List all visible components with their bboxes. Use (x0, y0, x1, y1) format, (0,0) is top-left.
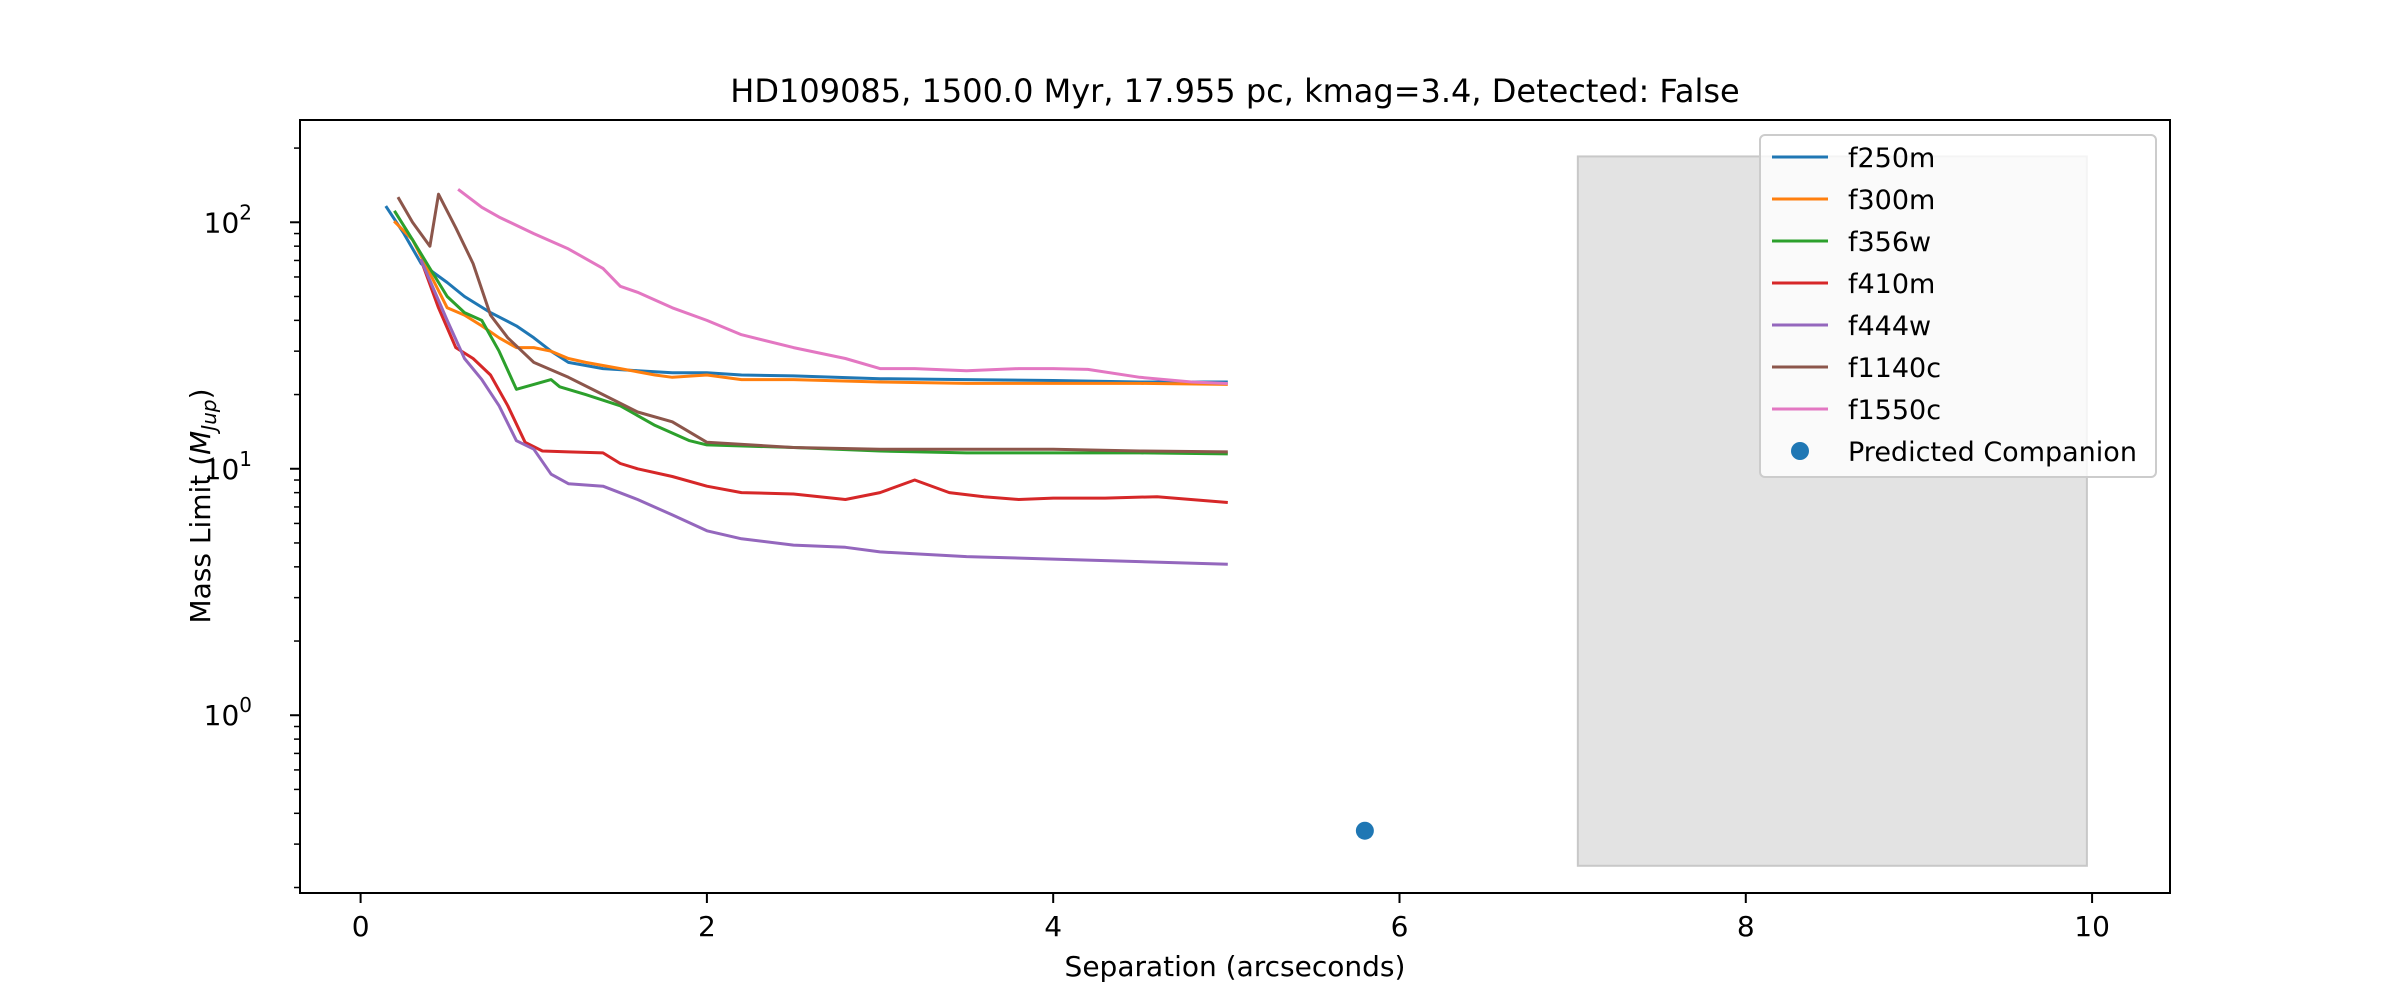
x-tick-label: 10 (2074, 910, 2110, 943)
legend-label-f1550c: f1550c (1848, 395, 1941, 426)
legend-box (1759, 134, 2157, 478)
legend-label-f250m: f250m (1848, 143, 1935, 174)
scatter-layer (1355, 821, 1374, 840)
series-line-f250m (384, 205, 1228, 384)
series-line-f1140c (396, 192, 1228, 454)
y-axis-label-symbol: M (184, 431, 217, 455)
predicted-companion-point (1355, 821, 1374, 840)
x-tick-label: 0 (352, 910, 370, 943)
x-tick-label: 8 (1737, 910, 1755, 943)
y-tick-exponent: 0 (239, 693, 252, 717)
x-axis-label: Separation (arcseconds) (1065, 950, 1406, 983)
legend-label-predicted-companion: Predicted Companion (1848, 437, 2137, 468)
legend-label-f300m: f300m (1848, 185, 1935, 216)
x-ticks: 0 2 4 6 8 10 (352, 893, 2110, 943)
legend: f250m f300m f356w f410m f444w f1140c f1550c Pre… (1759, 134, 2157, 478)
y-axis-label-subscript: Jup (197, 399, 221, 434)
series-line-f444w (419, 258, 1228, 566)
y-axis-label-close: ) (184, 388, 217, 399)
legend-label-f410m: f410m (1848, 269, 1935, 300)
y-tick-exponent: 1 (239, 447, 252, 471)
legend-marker-predicted-companion (1791, 442, 1809, 460)
legend-label-f1140c: f1140c (1848, 353, 1941, 384)
chart-title: HD109085, 1500.0 Myr, 17.955 pc, kmag=3.… (730, 72, 1739, 110)
y-tick-exponent: 2 (239, 200, 252, 224)
series-line-f410m (419, 258, 1228, 505)
series-line-f300m (393, 220, 1228, 386)
y-tick-label: 100 (204, 693, 252, 732)
legend-label-f444w: f444w (1848, 311, 1931, 342)
legend-label-f356w: f356w (1848, 227, 1931, 258)
x-tick-label: 2 (698, 910, 716, 943)
series-line-f356w (393, 210, 1228, 456)
y-axis-label-main: Mass Limit ( (184, 455, 217, 624)
y-axis-label: Mass Limit (MJup) (184, 388, 221, 623)
series-layer (384, 188, 1228, 566)
series-line-f1550c (457, 188, 1228, 385)
x-tick-label: 6 (1391, 910, 1409, 943)
x-tick-label: 4 (1044, 910, 1062, 943)
legend-items: f250m f300m f356w f410m f444w f1140c f1550c Pre… (1772, 143, 2137, 468)
y-tick-label: 102 (204, 200, 252, 239)
